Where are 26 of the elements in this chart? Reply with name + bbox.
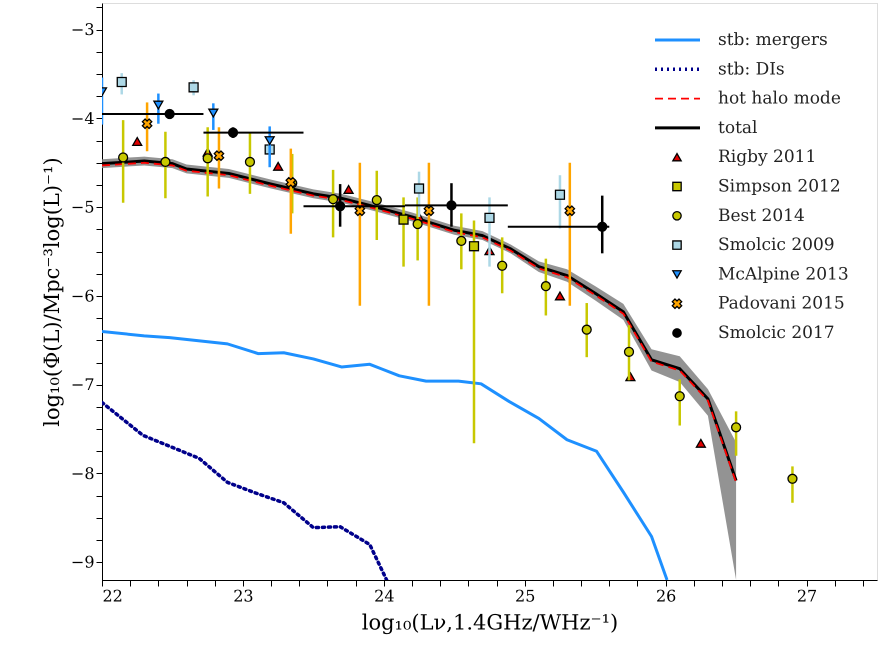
y-tick-label: −9 — [70, 552, 94, 572]
x-tick-label: 24 — [374, 586, 394, 606]
legend-label: stb: DIs — [718, 59, 785, 80]
y-tick-label: −7 — [70, 375, 94, 394]
y-tick-label: −4 — [70, 108, 94, 128]
y-tick-label: −5 — [70, 198, 94, 217]
x-tick-label: 25 — [515, 586, 536, 606]
y-tick-label: −3 — [70, 20, 94, 40]
x-axis-title: log₁₀(Lν,1.4GHz/WHz⁻¹) — [362, 610, 618, 634]
legend-label: stb: mergers — [718, 30, 828, 50]
legend-label: hot halo mode — [718, 88, 841, 109]
legend-label: Best 2014 — [718, 206, 805, 226]
legend-label: Smolcic 2017 — [718, 323, 835, 343]
legend-label: McAlpine 2013 — [718, 264, 849, 284]
y-axis-title: log₁₀(Φ(L)/Mpc⁻³log(L)⁻¹) — [40, 157, 64, 427]
legend-label: Simpson 2012 — [718, 176, 841, 196]
y-tick-label: −8 — [70, 464, 94, 483]
x-tick-label: 23 — [233, 586, 254, 606]
legend-label: Padovani 2015 — [718, 294, 845, 314]
legend-label: Smolcic 2009 — [718, 235, 835, 256]
x-tick-label: 27 — [796, 586, 818, 606]
x-tick-label: 22 — [102, 586, 123, 606]
legend-label: Rigby 2011 — [718, 147, 816, 168]
x-tick-label: 26 — [656, 586, 676, 606]
y-tick-label: −6 — [70, 286, 94, 306]
legend-label: total — [718, 118, 758, 138]
